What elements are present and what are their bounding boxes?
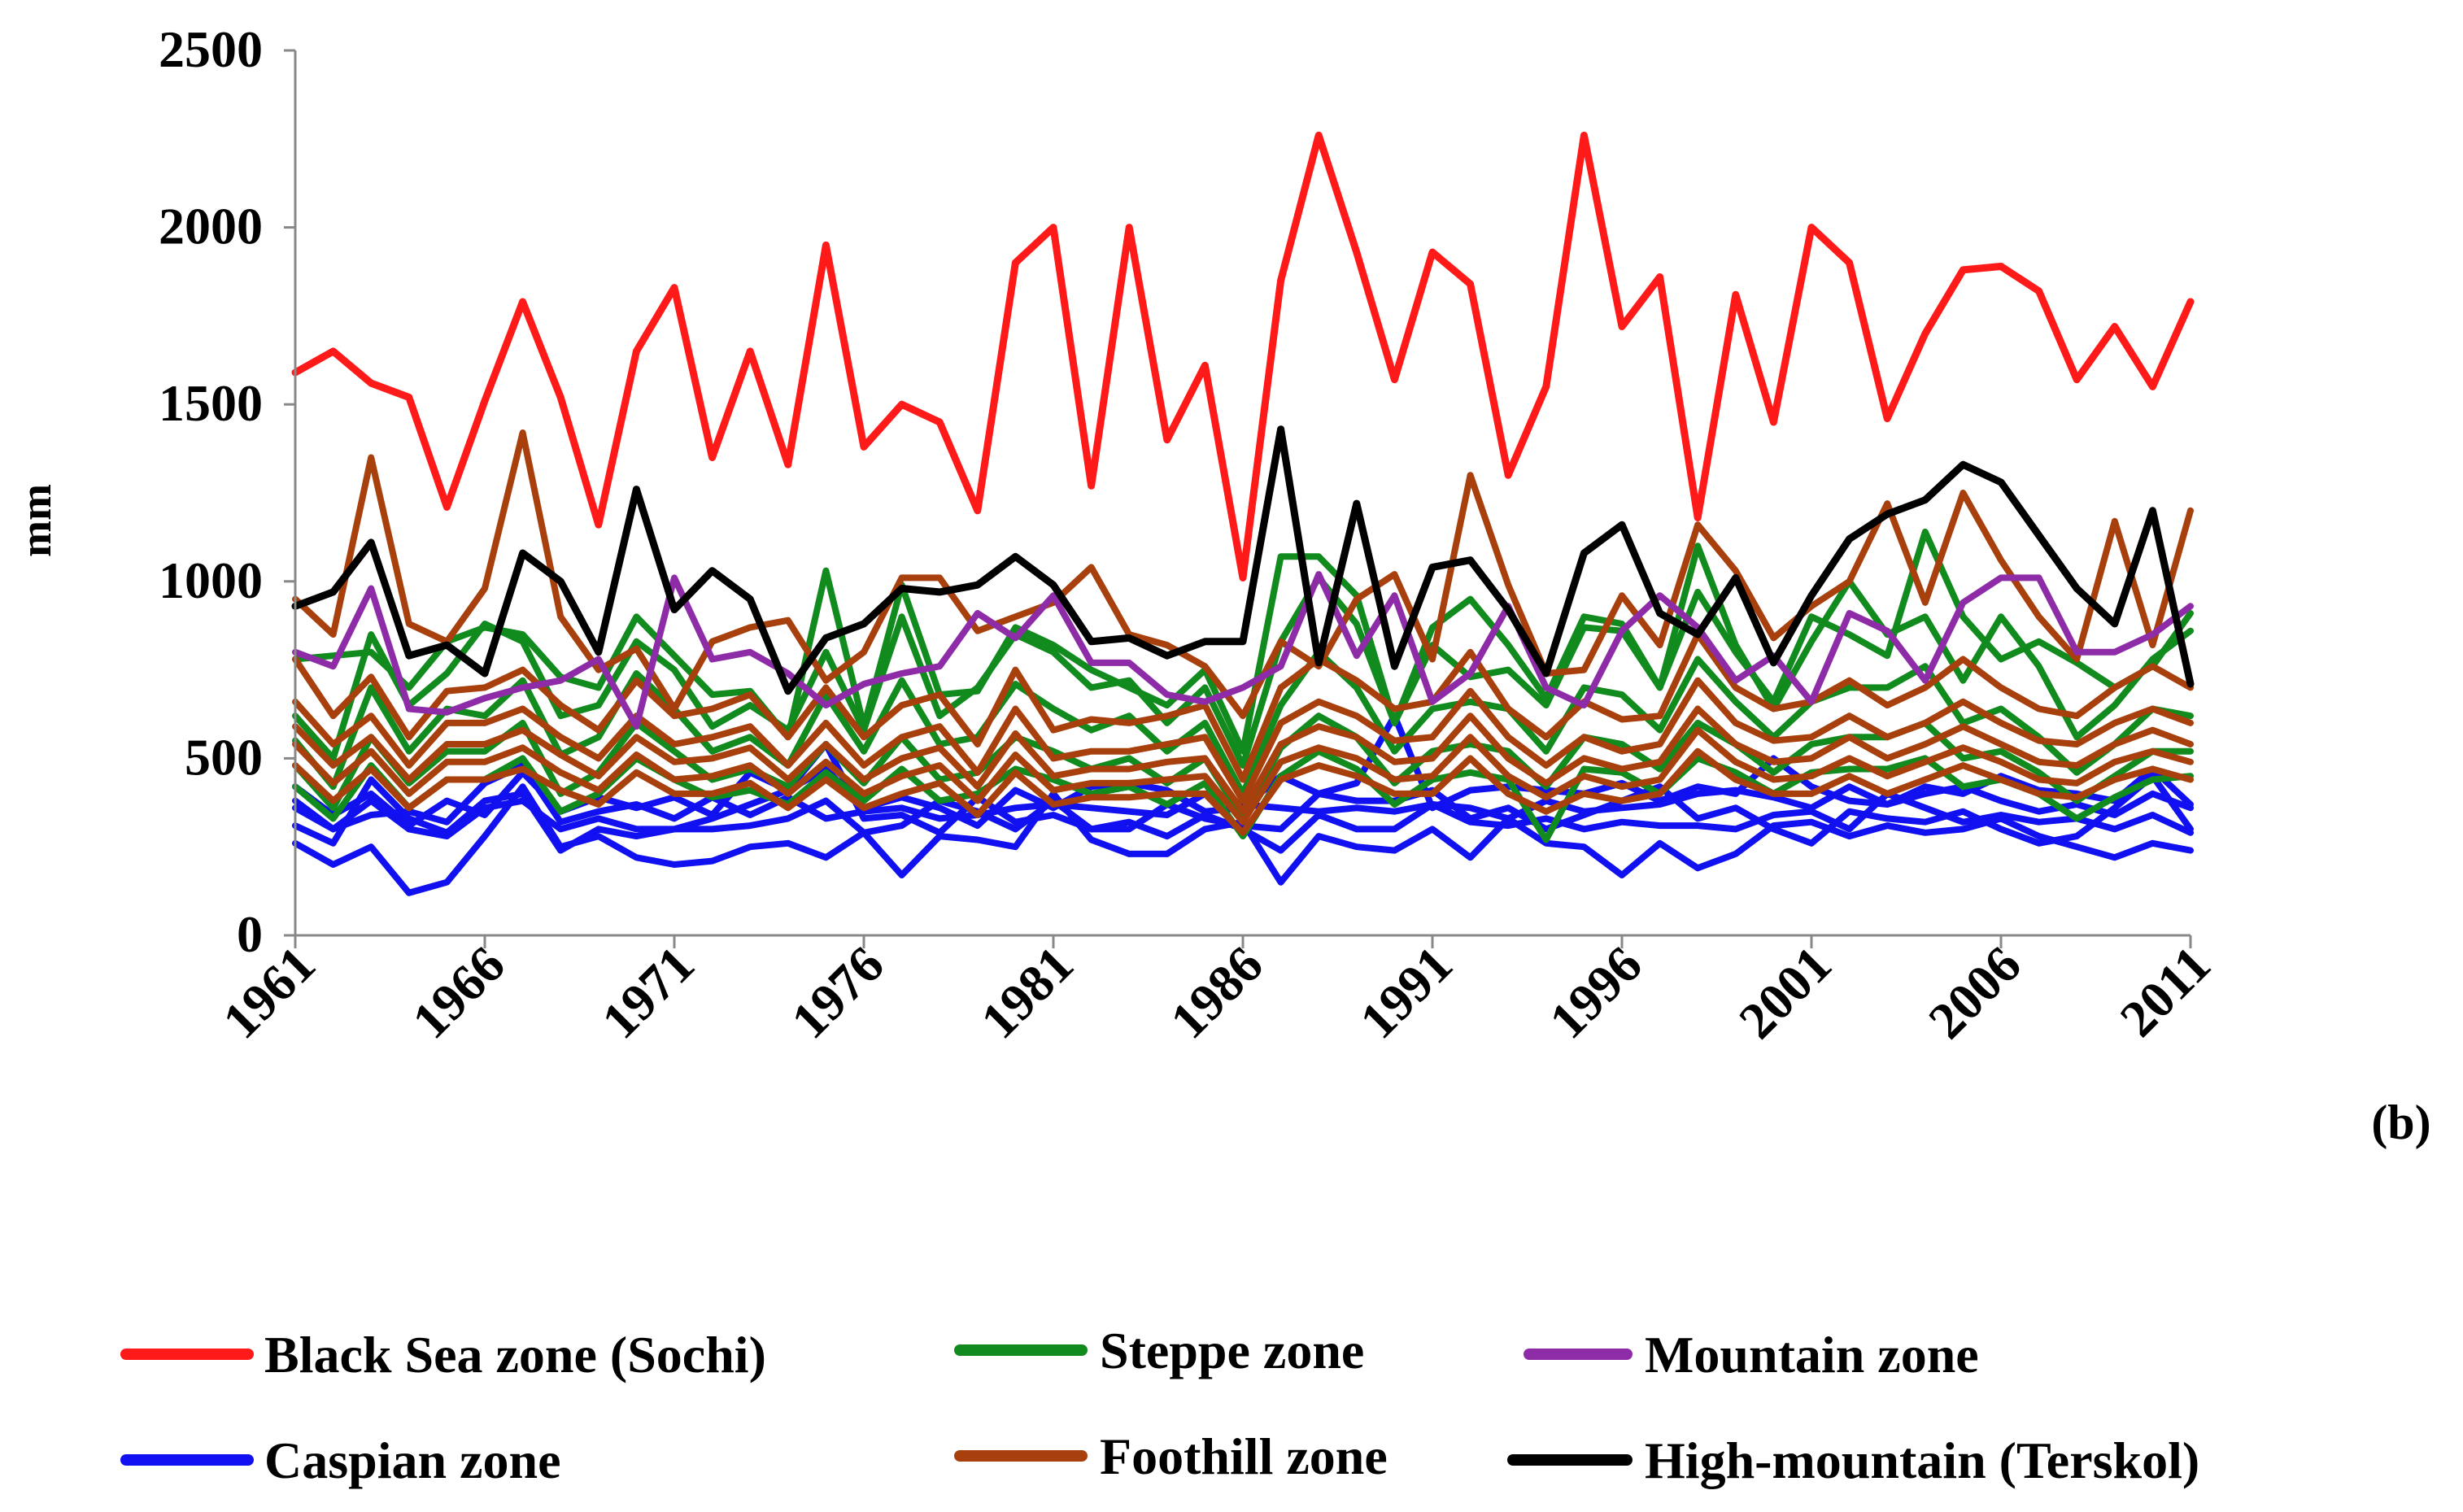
x-tick-label: 1976 xyxy=(780,935,895,1050)
legend-label-steppe: Steppe zone xyxy=(1100,1322,1364,1379)
x-tick-label: 2011 xyxy=(2109,935,2221,1048)
legend-item-mountain: Mountain zone xyxy=(1524,1326,1979,1383)
x-tick-label: 1961 xyxy=(211,935,326,1050)
legend-item-caspian: Caspian zone xyxy=(120,1431,561,1489)
legend-label-mountain: Mountain zone xyxy=(1645,1326,1979,1383)
y-tick-label: 1500 xyxy=(159,374,263,432)
y-tick-label: 2000 xyxy=(159,198,263,255)
legend-label-foothill: Foothill zone xyxy=(1100,1427,1388,1485)
legend-label-caspian: Caspian zone xyxy=(264,1431,561,1489)
x-tick-label: 1971 xyxy=(591,935,705,1050)
y-axis-label: mm xyxy=(11,484,60,557)
x-tick-label: 2001 xyxy=(1728,935,1842,1050)
series-line-black-sea-zone-sochi-18 xyxy=(291,131,2195,582)
legend-item-steppe: Steppe zone xyxy=(954,1322,1364,1379)
x-tick-label: 1996 xyxy=(1538,935,1653,1050)
series-line-foothill-zone-13 xyxy=(292,705,2194,815)
y-tick-layer: 0 500 1000 1500 2000 2500 xyxy=(159,20,295,963)
series-line-foothill-zone-12 xyxy=(292,677,2194,804)
y-tick-label: 1000 xyxy=(159,551,263,609)
x-tick-layer: 1961 1966 1971 1976 1981 1986 1991 1996 2001 2006… xyxy=(211,935,2221,1050)
series-line-high-mountain-terskol-17 xyxy=(291,425,2195,695)
x-tick-label: 1991 xyxy=(1349,935,1463,1050)
legend-label-high-mountain: High-mountain (Terskol) xyxy=(1645,1431,2199,1489)
legend-item-high-mountain: High-mountain (Terskol) xyxy=(1507,1431,2199,1489)
series-line-mountain-zone-16 xyxy=(292,571,2194,730)
y-tick-label: 0 xyxy=(237,905,263,963)
panel-label: (b) xyxy=(2371,1096,2430,1149)
x-tick-label: 1966 xyxy=(401,935,516,1050)
x-tick-label: 1981 xyxy=(970,935,1084,1050)
series-line-foothill-zone-14 xyxy=(292,726,2194,826)
x-tick-label: 1986 xyxy=(1159,935,1274,1050)
series-line-caspian-zone-4 xyxy=(292,741,2194,847)
legend-label-black-sea: Black Sea zone (Sochi) xyxy=(264,1326,766,1383)
legend: Black Sea zone (Sochi) Steppe zone Mount… xyxy=(120,1322,2199,1489)
y-tick-label: 2500 xyxy=(159,20,263,78)
y-tick-label: 500 xyxy=(185,728,263,786)
x-tick-label: 2006 xyxy=(1917,935,2032,1050)
series-line-foothill-zone-10 xyxy=(292,429,2194,720)
series-line-foothill-zone-11 xyxy=(292,631,2194,783)
legend-item-black-sea: Black Sea zone (Sochi) xyxy=(120,1326,766,1383)
series-line-foothill-zone-15 xyxy=(292,747,2194,836)
series-layer xyxy=(291,131,2195,896)
legend-item-foothill: Foothill zone xyxy=(954,1427,1388,1485)
